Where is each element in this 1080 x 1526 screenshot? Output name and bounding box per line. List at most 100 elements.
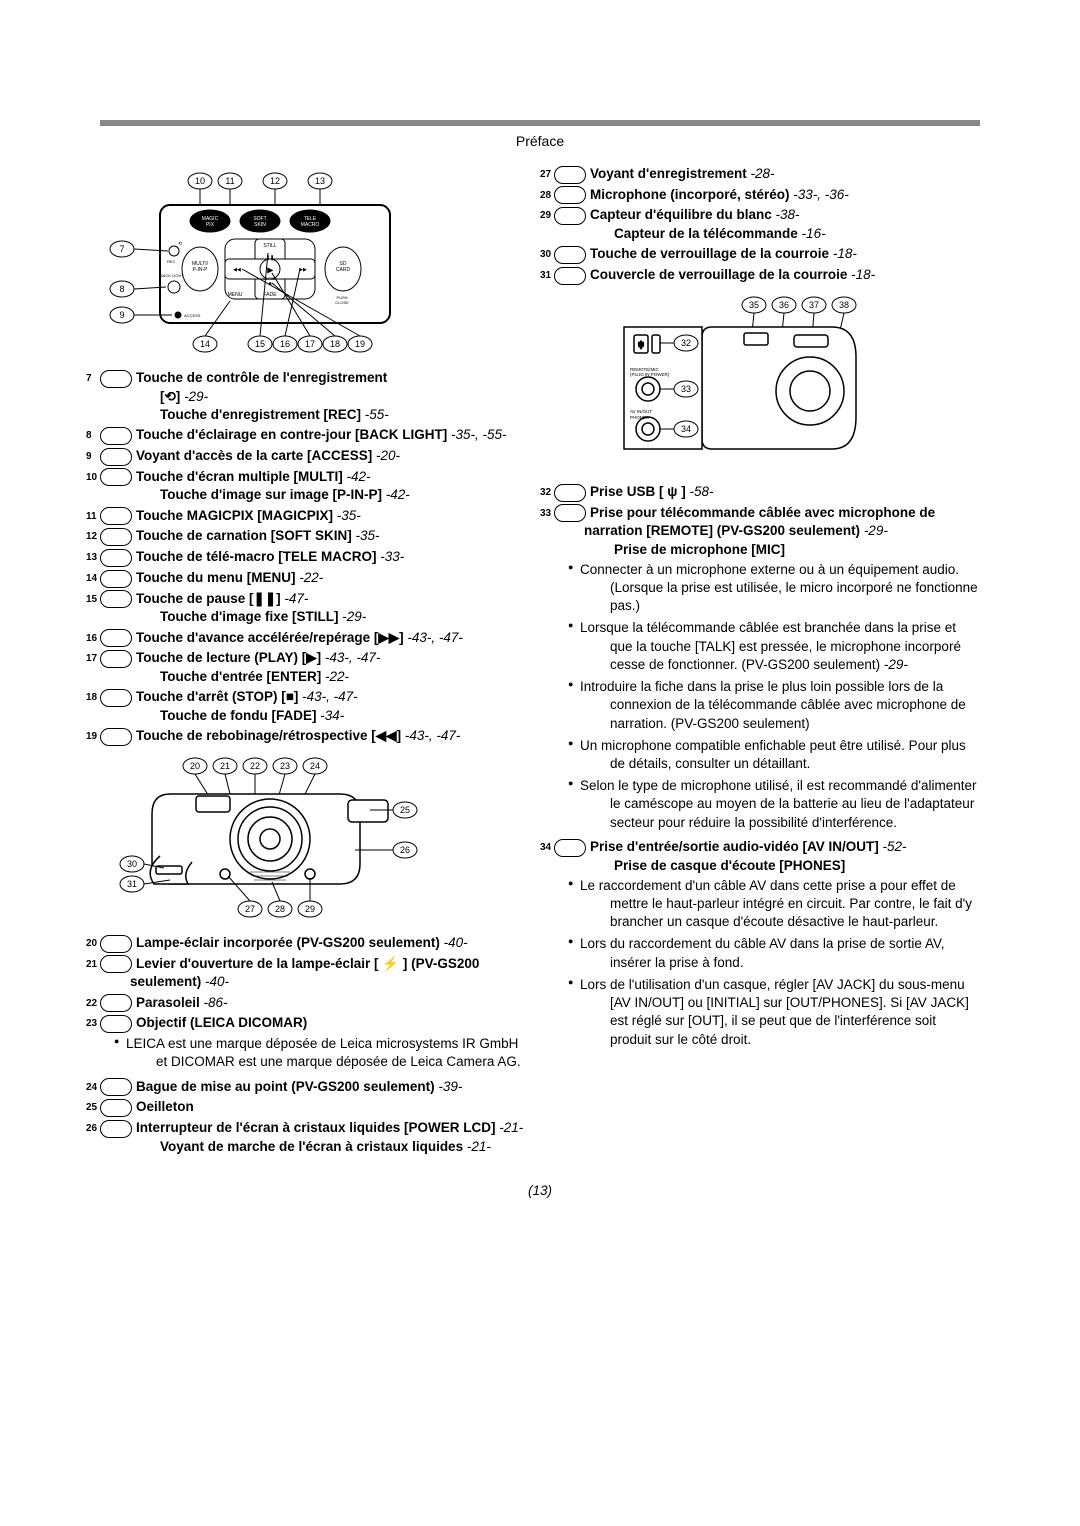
svg-text:38: 38: [839, 300, 849, 310]
callout-badge: 20: [100, 935, 132, 953]
page-ref: -18-: [851, 267, 875, 282]
callout-item-title: Touche d'écran multiple [MULTI]: [136, 469, 346, 484]
callout-item: 21Levier d'ouverture de la lampe-éclair …: [100, 955, 526, 992]
svg-text:22: 22: [250, 761, 260, 771]
svg-text:17: 17: [305, 339, 315, 349]
svg-text:19: 19: [355, 339, 365, 349]
callout-badge: 26: [100, 1120, 132, 1138]
svg-text:ACCESS: ACCESS: [184, 313, 201, 318]
svg-text:30: 30: [127, 859, 137, 869]
page-ref: -43-, -47-: [325, 650, 381, 665]
detail-bullet: Lorsque la télécommande câblée est branc…: [598, 619, 980, 674]
callout-list-4: 32Prise USB [ ψ ] -58-33Prise pour téléc…: [554, 483, 980, 1049]
callout-badge: 21: [100, 955, 132, 973]
callout-item: 18Touche d'arrêt (STOP) [■] -43-, -47-To…: [100, 688, 526, 725]
page-ref: -29-: [864, 523, 888, 538]
callout-badge: 8: [100, 427, 132, 445]
page-ref: -35-: [337, 508, 361, 523]
callout-list-3: 27Voyant d'enregistrement -28-28Micropho…: [554, 165, 980, 285]
page-ref: -43-, -47-: [302, 689, 358, 704]
callout-item: 17Touche de lecture (PLAY) [▶] -43-, -47…: [100, 649, 526, 686]
svg-text:18: 18: [330, 339, 340, 349]
svg-text:10: 10: [195, 176, 205, 186]
svg-text:16: 16: [280, 339, 290, 349]
svg-text:23: 23: [280, 761, 290, 771]
callout-item-title: Touche d'arrêt (STOP) [■]: [136, 689, 302, 704]
page-ref: -28-: [751, 166, 775, 181]
callout-item-title: Parasoleil: [136, 995, 204, 1010]
callout-list-1: 7Touche de contrôle de l'enregistrement[…: [100, 369, 526, 746]
callout-item: 12Touche de carnation [SOFT SKIN] -35-: [100, 527, 526, 546]
right-column: 27Voyant d'enregistrement -28-28Micropho…: [554, 165, 980, 1164]
callout-item: 31Couvercle de verrouillage de la courro…: [554, 266, 980, 285]
svg-text:25: 25: [400, 805, 410, 815]
svg-text:PHONES: PHONES: [630, 415, 649, 420]
svg-text:11: 11: [225, 176, 234, 186]
callout-item-subtitle: Voyant de marche de l'écran à cristaux l…: [130, 1138, 526, 1156]
two-column-layout: 10 11 12 13: [100, 165, 980, 1164]
svg-text:27: 27: [245, 904, 255, 914]
callout-badge: 22: [100, 994, 132, 1012]
page-ref: -33-, -36-: [793, 187, 849, 202]
callout-badge: 11: [100, 507, 132, 525]
callout-item-title: Touche de contrôle de l'enregistrement: [136, 370, 387, 385]
svg-text:8: 8: [119, 284, 124, 294]
svg-text:21: 21: [220, 761, 230, 771]
callout-item: 15Touche de pause [❚❚] -47-Touche d'imag…: [100, 590, 526, 627]
callout-badge: 16: [100, 629, 132, 647]
callout-item: 16 Touche d'avance accélérée/repérage [▶▶…: [100, 629, 526, 648]
svg-text:CLOSE: CLOSE: [335, 300, 349, 305]
callout-item-title: Bague de mise au point (PV-GS200 seuleme…: [136, 1079, 438, 1094]
svg-text:12: 12: [270, 176, 280, 186]
callout-badge: 10: [100, 468, 132, 486]
page-ref: -43-, -47-: [407, 630, 463, 645]
callout-item: 25Oeilleton: [100, 1098, 526, 1117]
callout-item-title: Microphone (incorporé, stéréo): [590, 187, 793, 202]
page-ref: -35-, -55-: [451, 427, 507, 442]
callout-item-title: Touche de carnation [SOFT SKIN]: [136, 528, 356, 543]
top-rule: [100, 120, 980, 126]
callout-badge: 31: [554, 267, 586, 285]
svg-text:33: 33: [681, 384, 691, 394]
page-ref: -33-: [380, 549, 404, 564]
page-ref: -43-, -47-: [405, 728, 461, 743]
detail-bullet: Selon le type de microphone utilisé, il …: [598, 777, 980, 832]
callout-item: 7Touche de contrôle de l'enregistrement[…: [100, 369, 526, 424]
callout-item: 33Prise pour télécommande câblée avec mi…: [554, 504, 980, 832]
callout-item: 8 Touche d'éclairage en contre-jour [BACK…: [100, 426, 526, 445]
callout-badge: 28: [554, 186, 586, 204]
svg-text:28: 28: [275, 904, 285, 914]
callout-item-title: Touche d'avance accélérée/repérage [▶▶]: [136, 630, 407, 645]
callout-item: 10Touche d'écran multiple [MULTI] -42-To…: [100, 468, 526, 505]
callout-list-2: 20Lampe-éclair incorporée (PV-GS200 seul…: [100, 934, 526, 1156]
callout-item-extra: [⟲] -29-: [130, 388, 526, 406]
callout-item-subtitle: Prise de microphone [MIC]: [584, 541, 980, 559]
callout-item: 19Touche de rebobinage/rétrospective [◀◀…: [100, 727, 526, 746]
callout-item-title: Voyant d'accès de la carte [ACCESS]: [136, 448, 376, 463]
svg-text:34: 34: [681, 424, 691, 434]
svg-text:9: 9: [119, 310, 124, 320]
page-ref: -21-: [499, 1120, 523, 1135]
svg-text:P-IN-P: P-IN-P: [193, 267, 209, 273]
callout-item-title: Touche de pause [❚❚]: [136, 591, 284, 606]
diagram-camera-front: 20 21 22 23 24: [100, 754, 526, 924]
manual-page: Préface 10 11 12: [0, 0, 1080, 1260]
detail-bullets: Connecter à un microphone externe ou à u…: [584, 561, 980, 832]
callout-badge: 14: [100, 570, 132, 588]
callout-badge: 34: [554, 839, 586, 857]
callout-item-title: Prise USB [ ψ ]: [590, 484, 689, 499]
callout-item-subtitle: Touche d'image fixe [STILL] -29-: [130, 608, 526, 626]
callout-item-title: Touche d'éclairage en contre-jour [BACK …: [136, 427, 451, 442]
callout-item: 13Touche de télé-macro [TELE MACRO] -33-: [100, 548, 526, 567]
callout-badge: 30: [554, 246, 586, 264]
page-ref: -52-: [883, 839, 907, 854]
callout-item-subtitle: Touche d'image sur image [P-IN-P] -42-: [130, 486, 526, 504]
page-ref: -86-: [204, 995, 228, 1010]
note-bullets: LEICA est une marque déposée de Leica mi…: [130, 1035, 526, 1071]
page-ref: -35-: [356, 528, 380, 543]
svg-text:BACK LIGHT: BACK LIGHT: [160, 273, 184, 278]
callout-item: 30Touche de verrouillage de la courroie …: [554, 245, 980, 264]
svg-text:AV IN/OUT: AV IN/OUT: [630, 409, 652, 414]
callout-item-title: Touche de rebobinage/rétrospective [◀◀]: [136, 728, 405, 743]
svg-text:13: 13: [315, 176, 325, 186]
